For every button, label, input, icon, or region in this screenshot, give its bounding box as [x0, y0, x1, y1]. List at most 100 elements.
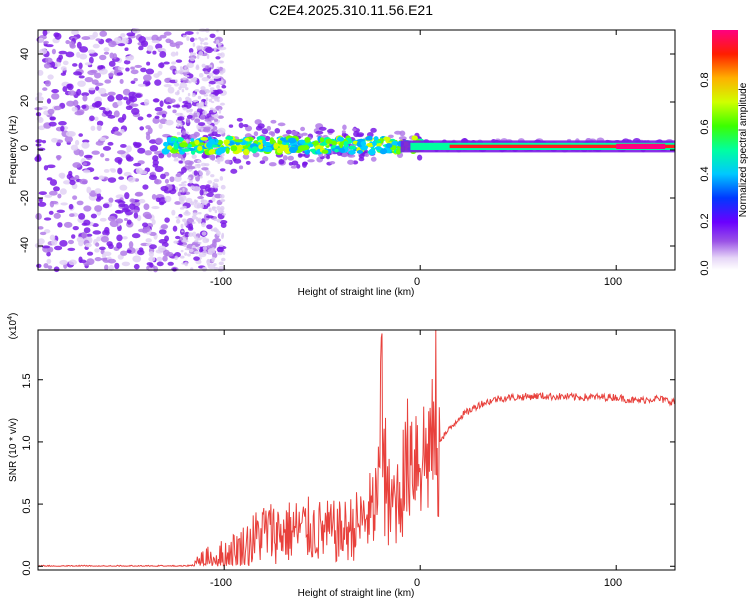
top-y-axis-ticks — [38, 53, 675, 247]
heatmap-cell — [203, 42, 209, 46]
heatmap-cell — [120, 129, 125, 134]
heatmap-cell — [73, 71, 82, 76]
heatmap-cell — [270, 131, 276, 137]
heatmap-cell — [385, 143, 393, 149]
heatmap-cell — [81, 92, 90, 97]
heatmap-cell — [152, 50, 157, 55]
colorbar: 0.0 0.2 0.4 0.6 0.8 Normalized spectral … — [699, 30, 749, 276]
heatmap-cell — [214, 159, 220, 163]
heatmap-cell — [391, 140, 399, 146]
heatmap-cell — [116, 150, 126, 155]
heatmap-cell — [126, 249, 132, 254]
heatmap-cell — [53, 186, 60, 192]
heatmap-cell — [184, 160, 192, 165]
heatmap-cell — [76, 236, 84, 243]
heatmap-cell — [160, 173, 166, 180]
heatmap-cell — [158, 153, 165, 159]
heatmap-cell — [59, 259, 68, 266]
heatmap-cell — [201, 63, 206, 68]
heatmap-cell — [51, 239, 58, 246]
heatmap-cell — [356, 150, 364, 154]
heatmap-cell — [142, 222, 149, 228]
heatmap-cell — [57, 222, 63, 228]
heatmap-cell — [205, 97, 209, 102]
heatmap-cell — [204, 37, 208, 41]
heatmap-cell — [189, 37, 195, 43]
heatmap-cell — [188, 80, 192, 84]
bottom-xtick-label: 100 — [604, 577, 622, 589]
heatmap-cell — [218, 158, 224, 162]
heatmap-cell — [146, 61, 151, 66]
heatmap-cell — [46, 251, 51, 257]
heatmap-cell — [130, 103, 139, 107]
heatmap-cell — [214, 89, 224, 95]
heatmap-cell — [213, 68, 220, 75]
heatmap-cell — [196, 204, 201, 209]
heatmap-cell — [99, 137, 107, 142]
heatmap-cell — [219, 210, 225, 213]
heatmap-cell — [59, 188, 67, 195]
heatmap-cell — [169, 176, 175, 183]
heatmap-cell — [57, 139, 64, 144]
heatmap-cell — [238, 122, 244, 129]
heatmap-cell — [176, 131, 181, 136]
heatmap-cell — [43, 40, 49, 45]
heatmap-cell — [205, 215, 214, 219]
heatmap-cell — [209, 149, 216, 154]
heatmap-cell — [143, 74, 152, 82]
heatmap-cell — [173, 159, 179, 162]
heatmap-cell — [148, 267, 154, 272]
heatmap-cell — [209, 154, 216, 160]
heatmap-cell — [184, 252, 188, 256]
heatmap-cell — [96, 120, 104, 127]
heatmap-cell — [208, 116, 215, 121]
heatmap-cell — [48, 121, 57, 127]
heatmap-cell — [138, 198, 146, 204]
heatmap-cell — [104, 264, 109, 271]
heatmap-cell — [199, 203, 204, 209]
heatmap-cell — [175, 51, 179, 56]
heatmap-cell — [94, 257, 102, 262]
heatmap-cell — [196, 64, 199, 69]
heatmap-cell — [172, 225, 178, 232]
heatmap-cell — [319, 142, 328, 146]
bottom-xtick-label: 0 — [414, 577, 420, 589]
heatmap-cell — [191, 154, 197, 159]
heatmap-cell — [122, 236, 128, 240]
heatmap-cell — [117, 100, 123, 106]
heatmap-cell — [195, 250, 199, 255]
heatmap-cell — [143, 98, 150, 106]
heatmap-cell — [158, 229, 167, 235]
heatmap-cell — [309, 148, 318, 153]
heatmap-cell — [84, 242, 92, 248]
heatmap-cell — [34, 107, 43, 111]
heatmap-cell — [157, 245, 167, 252]
heatmap-cell — [38, 125, 46, 131]
heatmap-cell — [99, 217, 107, 222]
top-xtick-label: 0 — [414, 276, 420, 288]
heatmap-cell — [183, 244, 188, 248]
heatmap-cell — [72, 162, 82, 168]
heatmap-cell — [71, 29, 79, 36]
heatmap-cell — [93, 72, 102, 79]
heatmap-cell — [114, 157, 123, 164]
heatmap-cell — [373, 136, 379, 141]
heatmap-cell — [39, 231, 47, 236]
heatmap-cell — [43, 62, 51, 69]
heatmap-cell — [138, 228, 147, 233]
heatmap-cell — [107, 258, 117, 264]
heatmap-cell — [232, 156, 237, 162]
heatmap-cell — [160, 185, 169, 192]
heatmap-cell — [139, 126, 145, 131]
heatmap-cell — [69, 213, 75, 218]
heatmap-cell — [394, 130, 402, 135]
heatmap-cell — [174, 255, 178, 261]
heatmap-cell — [114, 199, 123, 203]
colorbar-tick-label: 0.4 — [699, 166, 711, 181]
heatmap-cell — [35, 139, 43, 144]
heatmap-cell — [146, 45, 154, 52]
heatmap-cell — [251, 146, 259, 153]
heatmap-band — [616, 143, 666, 150]
heatmap-cell — [187, 92, 191, 97]
heatmap-cell — [287, 137, 297, 144]
